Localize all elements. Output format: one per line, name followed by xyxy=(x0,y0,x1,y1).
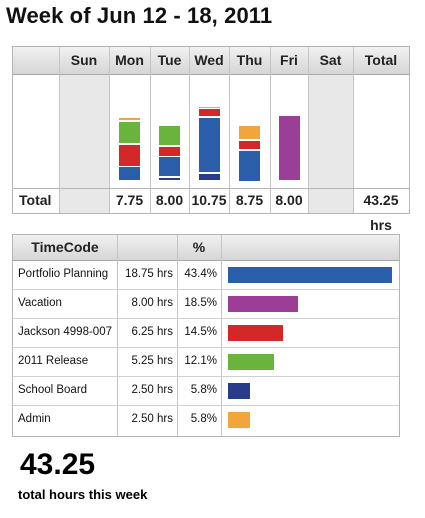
percent-column-header: % xyxy=(192,239,206,255)
day-total-fri: 8.00 xyxy=(275,192,303,208)
timecode-hours: 5.25 hrs xyxy=(131,355,173,367)
day-total-thu: 8.75 xyxy=(235,192,264,208)
timecode-name: Vacation xyxy=(18,297,62,309)
bar-segment-thu-admin xyxy=(239,125,260,139)
day-header-thu: Thu xyxy=(236,52,263,68)
bar-segment-fri-vacation xyxy=(278,115,300,181)
day-total-sun xyxy=(59,188,109,213)
day-header-mon: Mon xyxy=(115,52,144,68)
day-header-sat: Sat xyxy=(319,52,342,68)
day-total-mon: 7.75 xyxy=(115,192,144,208)
table-row-divider xyxy=(13,347,399,348)
day-header-sun: Sun xyxy=(70,52,98,68)
grid-column-divider xyxy=(308,47,309,213)
bar-segment-wed-admin xyxy=(198,107,220,108)
total-column-header: Total xyxy=(364,52,398,68)
timecode-name: Admin xyxy=(18,413,51,425)
day-header-tue: Tue xyxy=(157,52,182,68)
day-header-wed: Wed xyxy=(194,52,224,68)
weekly-total-caption: total hours this week xyxy=(18,487,148,502)
grid-column-divider xyxy=(150,47,151,213)
day-total-tue: 8.00 xyxy=(155,192,184,208)
bar-segment-tue-portfolio-planning xyxy=(159,157,180,177)
timecode-hours: 8.00 hrs xyxy=(131,297,173,309)
bar-segment-thu-portfolio-planning xyxy=(239,150,260,181)
grid-column-divider xyxy=(59,47,60,213)
grid-column-divider xyxy=(109,47,110,213)
table-column-divider xyxy=(177,235,178,436)
timecode-percent: 18.5% xyxy=(184,297,217,309)
timecode-percent: 14.5% xyxy=(184,326,217,338)
bar-segment-wed-jackson-4998-007 xyxy=(198,109,220,117)
timecode-column-header: TimeCode xyxy=(31,239,99,255)
day-total-sat xyxy=(308,188,353,213)
bar-segment-mon-admin xyxy=(119,117,140,121)
bar-segment-tue-2011-release xyxy=(159,125,180,146)
bar-segment-tue-jackson-4998-007 xyxy=(159,146,180,156)
bar-segment-mon-portfolio-planning xyxy=(119,167,140,181)
timecode-name: Jackson 4998-007 xyxy=(18,326,112,338)
total-row-label: Total xyxy=(19,192,52,208)
bar-segment-thu-jackson-4998-007 xyxy=(239,140,260,150)
timecode-name: School Board xyxy=(18,384,88,396)
weekly-total-value: 43.25 xyxy=(20,448,96,481)
bar-segment-wed-school-board xyxy=(198,173,220,181)
day-total-wed: 10.75 xyxy=(191,192,227,208)
bar-segment-wed-portfolio-planning xyxy=(198,117,220,173)
total-row-divider xyxy=(13,188,409,189)
timecode-hours: 18.75 hrs xyxy=(125,268,173,280)
timecode-bar-jackson-4998-007 xyxy=(228,325,283,341)
timecode-percent: 5.8% xyxy=(190,384,217,396)
weekly-hours-grid: Sun Mon Tue Wed Thu Fri Sat Total Total 7.75 8.00 1… xyxy=(12,46,410,233)
timecode-bar-2011-release xyxy=(228,354,274,370)
timecode-percent: 12.1% xyxy=(184,355,217,367)
timecode-bar-school-board xyxy=(228,383,250,399)
grand-total: 43.25 hrs xyxy=(363,192,399,233)
table-column-divider xyxy=(221,235,222,436)
timecode-bar-vacation xyxy=(228,296,298,312)
table-column-divider xyxy=(117,235,118,436)
timecode-percent: 43.4% xyxy=(184,268,217,280)
day-header-fri: Fri xyxy=(280,52,298,68)
grid-column-divider xyxy=(270,47,271,213)
timecode-table: TimeCode% Portfolio Planning 18.75 hrs 43.4… xyxy=(12,234,400,437)
bar-segment-mon-2011-release xyxy=(119,121,140,144)
week-header-row xyxy=(13,47,409,75)
timecode-hours: 6.25 hrs xyxy=(131,326,173,338)
bar-segment-tue-school-board xyxy=(159,177,180,181)
table-row-divider xyxy=(13,289,399,290)
grid-column-divider xyxy=(189,47,190,213)
timecode-bar-portfolio-planning xyxy=(228,267,392,283)
table-row-divider xyxy=(13,405,399,406)
timecode-bar-admin xyxy=(228,412,250,428)
page-title: Week of Jun 12 - 18, 2011 xyxy=(6,3,273,28)
timecode-name: Portfolio Planning xyxy=(18,268,109,280)
timecode-hours: 2.50 hrs xyxy=(131,384,173,396)
grid-column-divider xyxy=(353,47,354,213)
hours-column-header xyxy=(117,235,177,260)
grid-column-divider xyxy=(229,47,230,213)
table-row-divider xyxy=(13,376,399,377)
timecode-header-row xyxy=(13,235,399,261)
table-row-divider xyxy=(13,318,399,319)
bar-segment-mon-jackson-4998-007 xyxy=(119,144,140,166)
timecode-hours: 2.50 hrs xyxy=(131,413,173,425)
timecode-percent: 5.8% xyxy=(190,413,217,425)
timecode-name: 2011 Release xyxy=(18,355,89,367)
